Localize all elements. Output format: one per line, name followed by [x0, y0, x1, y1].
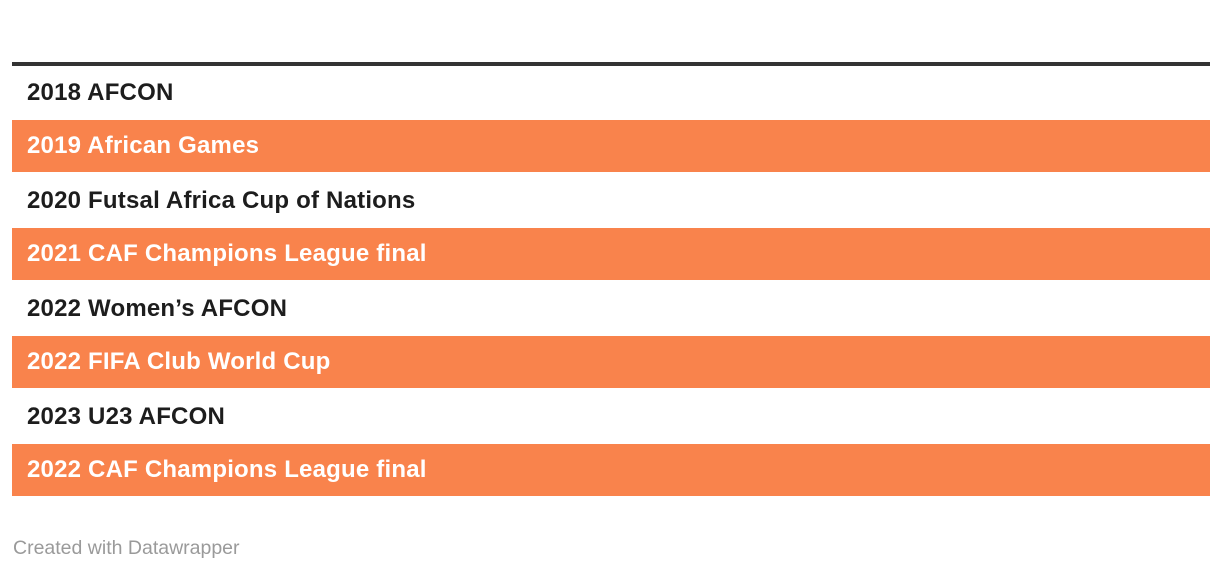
chart-row-label: 2023 U23 AFCON — [27, 403, 225, 430]
chart-row: 2018 AFCON — [12, 66, 1210, 120]
chart-rows: 2018 AFCON 2019 African Games 2020 Futsa… — [12, 66, 1210, 496]
chart-row-highlighted: 2022 FIFA Club World Cup — [12, 336, 1210, 388]
datawrapper-attribution-link[interactable]: Created with Datawrapper — [13, 537, 240, 559]
chart-row: 2022 Women’s AFCON — [12, 282, 1210, 336]
chart-row-label: 2018 AFCON — [27, 79, 174, 106]
chart-row: 2023 U23 AFCON — [12, 390, 1210, 444]
chart-row-highlighted: 2022 CAF Champions League final — [12, 444, 1210, 496]
chart-row-label: 2022 CAF Champions League final — [27, 456, 427, 483]
chart-row-highlighted: 2019 African Games — [12, 120, 1210, 172]
datawrapper-chart: 2018 AFCON 2019 African Games 2020 Futsa… — [12, 62, 1210, 498]
chart-row-label: 2020 Futsal Africa Cup of Nations — [27, 187, 416, 214]
chart-row-label: 2022 FIFA Club World Cup — [27, 348, 331, 375]
chart-row-label: 2021 CAF Champions League final — [27, 240, 427, 267]
chart-row-label: 2022 Women’s AFCON — [27, 295, 288, 322]
chart-row: 2020 Futsal Africa Cup of Nations — [12, 174, 1210, 228]
chart-row-label: 2019 African Games — [27, 132, 260, 159]
chart-row-highlighted: 2021 CAF Champions League final — [12, 228, 1210, 280]
chart-footer: Created with Datawrapper — [13, 537, 240, 560]
